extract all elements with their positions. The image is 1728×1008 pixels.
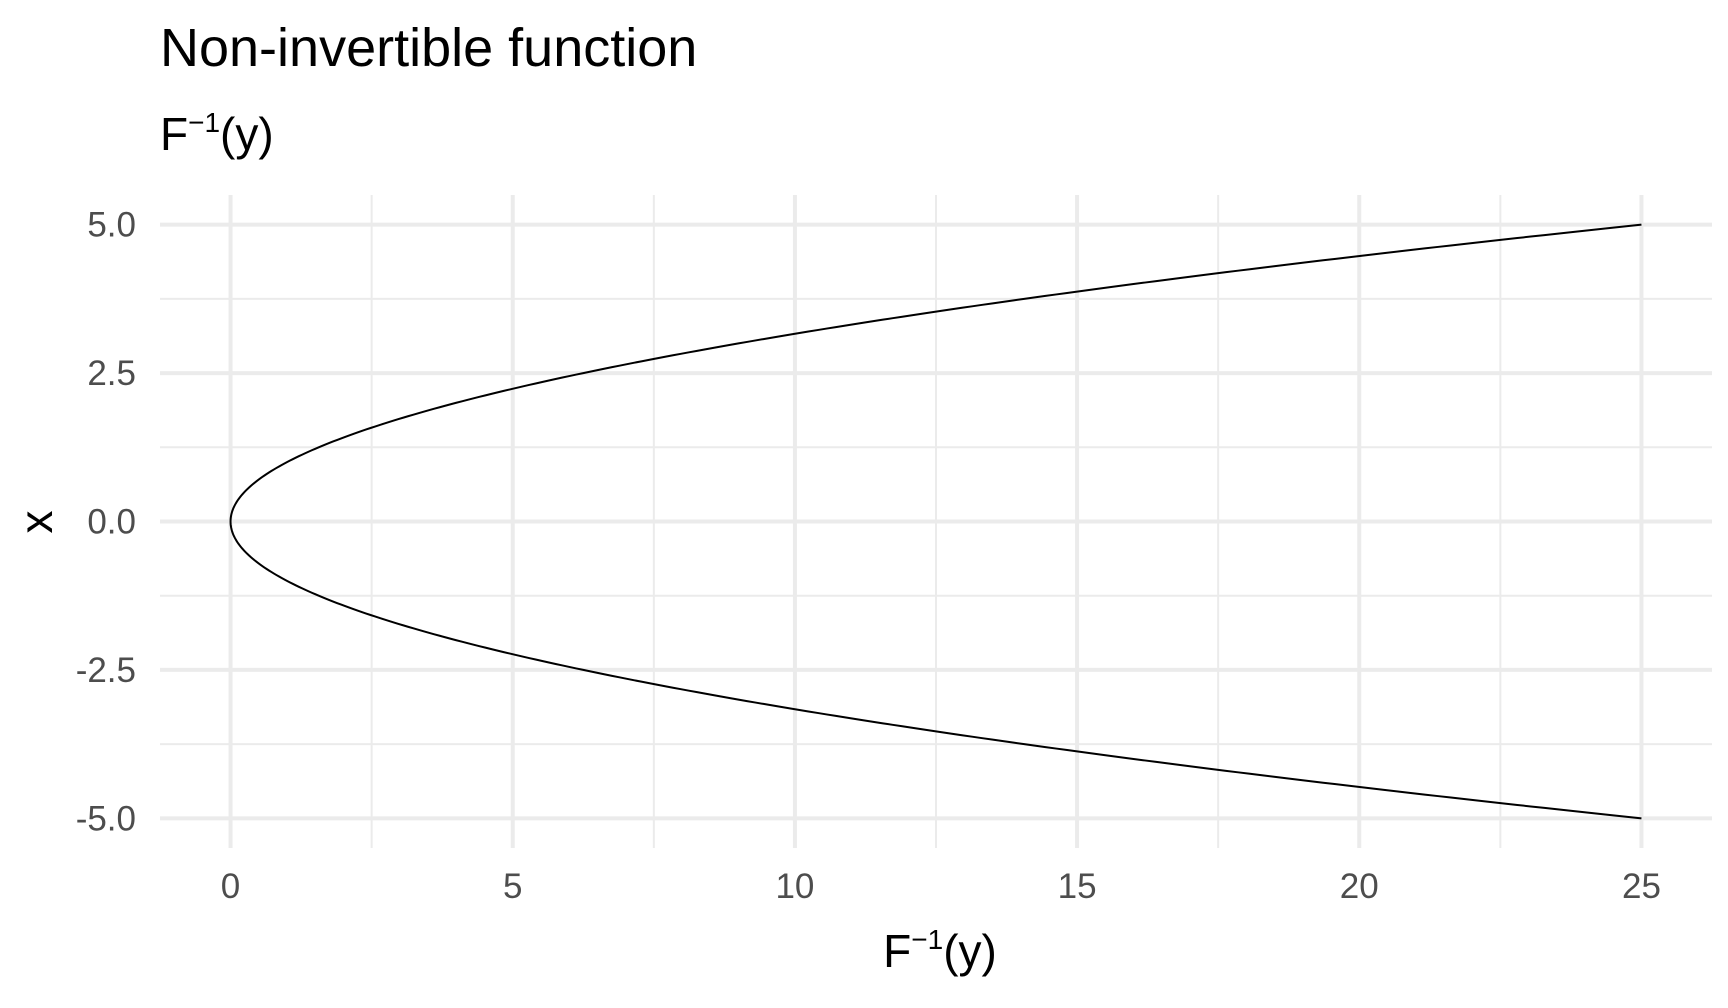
series-line bbox=[229, 223, 1642, 820]
x-tick-label: 5 bbox=[503, 867, 522, 906]
x-axis-title: F−1(y) bbox=[883, 924, 997, 977]
y-tick-label: -2.5 bbox=[76, 651, 136, 690]
y-tick-label: 0.0 bbox=[87, 503, 136, 542]
subtitle-argument: (y) bbox=[220, 108, 274, 160]
y-axis-title: x bbox=[10, 511, 62, 534]
y-tick-label: -5.0 bbox=[76, 799, 136, 838]
chart-subtitle: F−1(y) bbox=[160, 107, 274, 160]
x-axis-title-superscript: −1 bbox=[911, 924, 943, 955]
subtitle-superscript: −1 bbox=[188, 107, 220, 138]
x-axis-title-base: F bbox=[883, 925, 911, 977]
tick-layer: 0 5 10 15 20 25 5.0 2.5 0.0 -2.5 -5.0 bbox=[76, 206, 1661, 906]
x-tick-label: 10 bbox=[775, 867, 814, 906]
y-tick-label: 2.5 bbox=[87, 354, 136, 393]
x-axis-title-argument: (y) bbox=[943, 925, 997, 977]
subtitle-base: F bbox=[160, 108, 188, 160]
chart-title: Non-invertible function bbox=[160, 18, 697, 78]
series-layer bbox=[229, 223, 1642, 820]
y-tick-label: 5.0 bbox=[87, 206, 136, 245]
x-tick-label: 15 bbox=[1058, 867, 1097, 906]
x-tick-label: 20 bbox=[1340, 867, 1379, 906]
x-tick-label: 25 bbox=[1622, 867, 1661, 906]
x-tick-label: 0 bbox=[221, 867, 240, 906]
grid bbox=[160, 195, 1712, 848]
